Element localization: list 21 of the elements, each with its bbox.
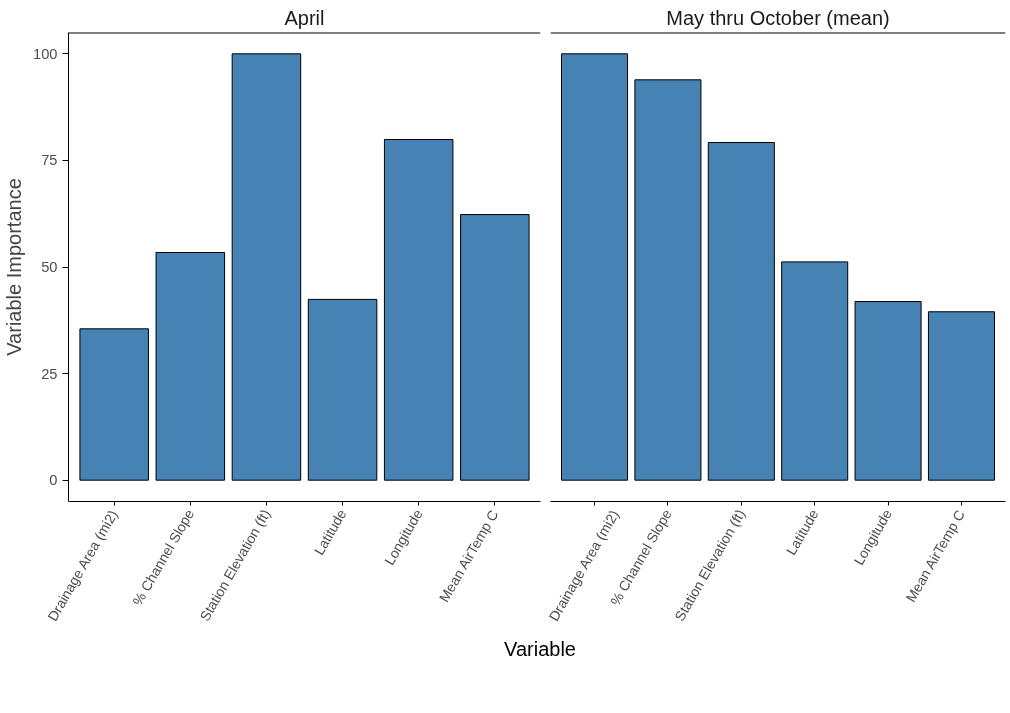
bar <box>707 142 775 481</box>
y-tick-label: 100 <box>33 45 58 62</box>
y-tick-label: 25 <box>41 365 58 382</box>
chart-title: May thru October (mean) <box>666 6 890 29</box>
bar <box>854 301 922 481</box>
bar <box>79 328 149 481</box>
bar <box>927 311 995 481</box>
bar <box>231 53 302 481</box>
bar <box>561 53 629 481</box>
bar <box>155 252 226 481</box>
y-tick-label: 50 <box>41 259 58 275</box>
bar <box>781 261 849 481</box>
y-tick-label: 75 <box>41 152 58 169</box>
bar <box>307 298 378 481</box>
bar <box>383 139 454 481</box>
bar <box>460 214 530 481</box>
x-axis-title: Variable <box>504 637 576 662</box>
y-tick-label: 0 <box>49 472 58 489</box>
y-axis-title: Variable Importance <box>3 178 26 356</box>
bar <box>634 79 702 481</box>
chart-title: April <box>284 6 325 29</box>
